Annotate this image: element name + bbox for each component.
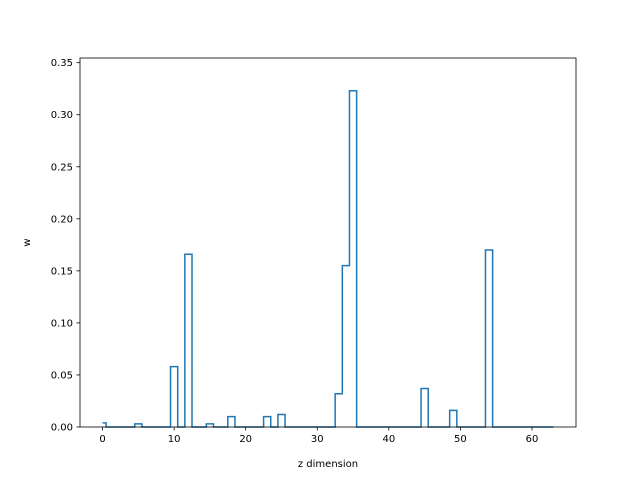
x-axis: 0 10 20 30 40 50 60	[99, 427, 538, 445]
x-tick-label: 50	[454, 434, 467, 445]
y-axis: 0.00 0.05 0.10 0.15 0.20 0.25 0.30 0.35	[51, 58, 80, 434]
y-tick-label: 0.10	[51, 318, 73, 329]
y-tick-label: 0.15	[51, 266, 73, 277]
y-axis-label: w	[22, 238, 33, 246]
y-tick-label: 0.30	[51, 110, 73, 121]
y-tick-label: 0.00	[51, 423, 73, 434]
y-tick-label: 0.20	[51, 214, 73, 225]
plot-frame	[79, 57, 577, 428]
x-axis-label: z dimension	[298, 459, 358, 470]
y-tick-label: 0.35	[51, 58, 73, 69]
x-tick-label: 30	[311, 434, 324, 445]
x-tick-label: 40	[382, 434, 395, 445]
y-tick-label: 0.25	[51, 162, 73, 173]
y-tick-label: 0.05	[51, 370, 73, 381]
x-tick-label: 60	[526, 434, 539, 445]
x-tick-label: 0	[99, 434, 105, 445]
x-tick-label: 10	[168, 434, 181, 445]
plot-area	[80, 58, 576, 427]
x-tick-label: 20	[239, 434, 252, 445]
